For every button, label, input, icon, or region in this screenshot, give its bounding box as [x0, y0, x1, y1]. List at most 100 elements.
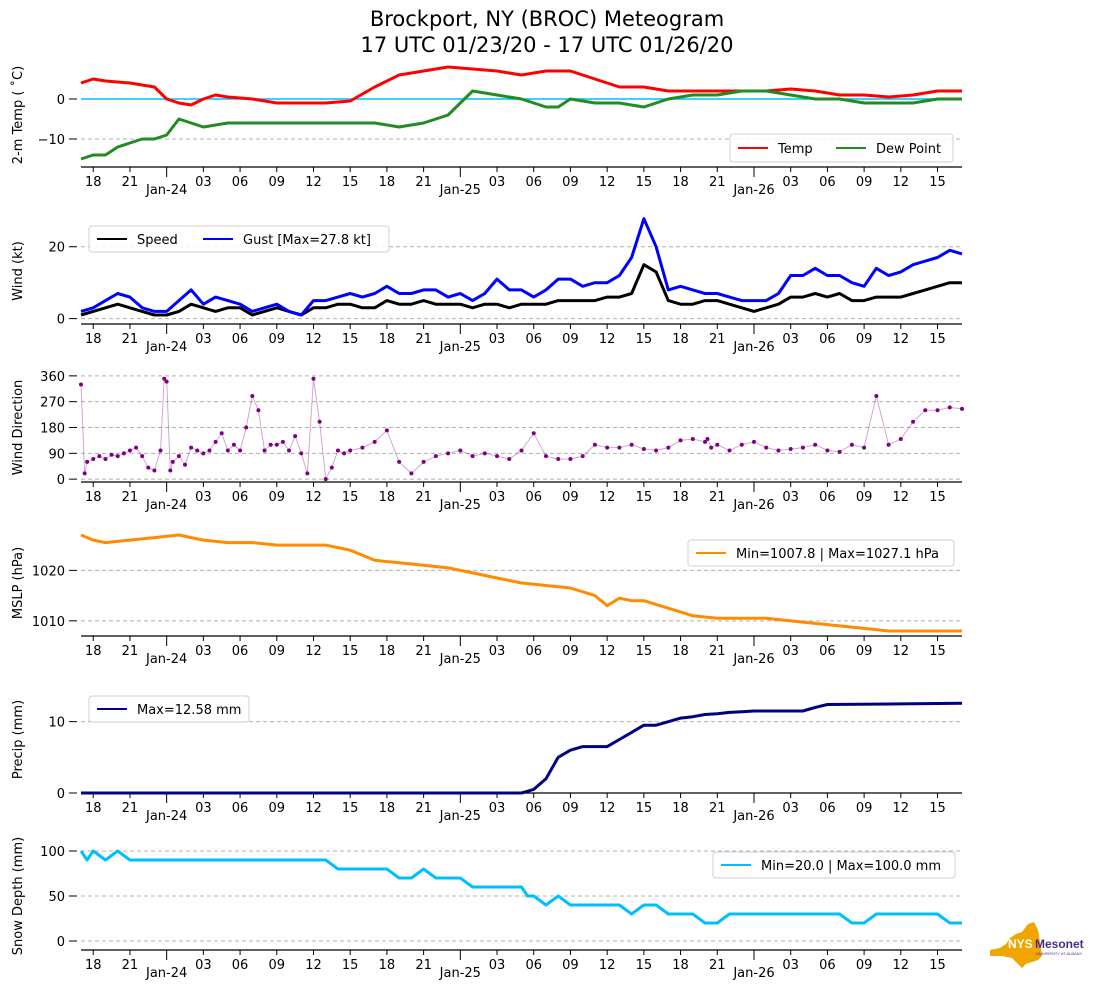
- y-tick-label: −10: [38, 133, 65, 148]
- x-tick-label: 12: [305, 175, 322, 190]
- x-tick-label: 12: [893, 332, 910, 347]
- data-point: [103, 457, 108, 462]
- x-tick-label: 09: [269, 958, 286, 973]
- x-tick-label: 18: [672, 644, 689, 659]
- x-tick-label: 18: [672, 175, 689, 190]
- x-tick-label: 12: [893, 175, 910, 190]
- y-axis-label: Snow Depth (mm): [11, 837, 26, 955]
- x-tick-label: 12: [599, 801, 616, 816]
- data-point: [250, 393, 255, 398]
- x-tick-label: 21: [122, 644, 139, 659]
- x-tick-label: 15: [636, 332, 653, 347]
- x-tick-label: 06: [819, 490, 836, 505]
- x-tick-label: 15: [342, 490, 359, 505]
- series-temp: [80, 65, 962, 107]
- data-point: [201, 451, 206, 456]
- data-point: [213, 439, 218, 444]
- data-point: [507, 457, 512, 462]
- x-tick-label: 12: [305, 801, 322, 816]
- legend-snow-depth: Min=20.0 | Max=100.0 mm: [712, 851, 956, 879]
- y-tick-label: 100: [40, 845, 65, 860]
- data-point: [207, 448, 212, 453]
- legend-wind: Speed Gust [Max=27.8 kt]: [88, 225, 390, 253]
- data-point: [495, 454, 500, 459]
- legend-label: Min=1007.8 | Max=1027.1 hPa: [736, 547, 939, 562]
- data-point: [91, 457, 96, 462]
- x-date-label: Jan-25: [439, 966, 481, 981]
- series-precip: [81, 701, 963, 795]
- y-axis-label: Precip (mm): [11, 700, 26, 779]
- x-tick-label: 06: [819, 958, 836, 973]
- legend-label: Temp: [777, 142, 813, 157]
- data-point: [482, 451, 487, 456]
- data-point: [519, 448, 524, 453]
- x-tick-label: 03: [782, 175, 799, 190]
- legend-box: [687, 539, 955, 567]
- y-tick-label: 20: [48, 241, 65, 256]
- data-point: [134, 445, 139, 450]
- x-tick-label: 21: [709, 801, 726, 816]
- data-point: [629, 442, 634, 447]
- x-tick-label: 15: [342, 801, 359, 816]
- x-tick-label: 03: [195, 801, 212, 816]
- x-tick-label: 09: [856, 490, 873, 505]
- x-tick-label: 09: [856, 958, 873, 973]
- x-tick-label: 15: [342, 175, 359, 190]
- data-point: [837, 449, 842, 454]
- x-tick-label: 15: [342, 958, 359, 973]
- x-tick-label: 18: [85, 490, 102, 505]
- x-tick-label: 15: [636, 490, 653, 505]
- data-point: [556, 457, 561, 462]
- x-tick-label: 18: [672, 958, 689, 973]
- x-tick-label: 09: [562, 958, 579, 973]
- y-tick-label: 0: [57, 935, 65, 950]
- x-tick-label: 03: [489, 175, 506, 190]
- panel-mslp: 18 21 03 06 09 12 15 18 21 03 06 09 12 15 18 21 03 06 09 12…: [11, 533, 962, 667]
- x-tick-label: 18: [379, 644, 396, 659]
- x-date-label: Jan-25: [439, 809, 481, 824]
- data-point: [268, 442, 273, 447]
- data-point: [152, 468, 157, 473]
- x-tick-label: 15: [929, 490, 946, 505]
- data-point: [727, 448, 732, 453]
- data-point: [82, 471, 87, 476]
- y-tick-label: 180: [40, 422, 65, 437]
- data-point: [127, 448, 132, 453]
- x-tick-label: 18: [85, 801, 102, 816]
- x-tick-label: 12: [305, 490, 322, 505]
- x-tick-label: 18: [379, 332, 396, 347]
- data-point: [97, 454, 102, 459]
- legend-temp: Temp Dew Point: [729, 133, 954, 163]
- x-tick-label: 03: [489, 644, 506, 659]
- x-tick-label: 15: [636, 644, 653, 659]
- x-tick-label: 03: [782, 958, 799, 973]
- data-point: [274, 442, 279, 447]
- x-date-label: Jan-25: [439, 340, 481, 355]
- panel-temp: 18 21 03 06 09 12 15 18 21 03 06 09 12 15 18 21 03 06 09 12…: [10, 65, 962, 198]
- x-tick-label: 15: [929, 332, 946, 347]
- legend-box: [88, 695, 250, 723]
- x-tick-label: 12: [305, 958, 322, 973]
- panel-wind: 18 21 03 06 09 12 15 18 21 03 06 09 12 15 18 21 03 06 09 12…: [11, 217, 963, 355]
- data-point: [531, 431, 536, 436]
- series-wind-direction-line: [80, 377, 963, 481]
- data-point: [176, 454, 181, 459]
- x-tick-label: 12: [599, 644, 616, 659]
- data-point: [776, 448, 781, 453]
- data-point: [580, 454, 585, 459]
- data-point: [85, 459, 90, 464]
- x-tick-label: 03: [782, 644, 799, 659]
- x-date-label: Jan-24: [145, 652, 187, 667]
- x-tick-label: 06: [525, 801, 542, 816]
- x-tick-label: 06: [232, 490, 249, 505]
- data-point: [293, 434, 298, 439]
- x-tick-label: 15: [929, 958, 946, 973]
- x-tick-label: 15: [342, 332, 359, 347]
- data-point: [874, 393, 879, 398]
- x-tick-label: 03: [195, 958, 212, 973]
- x-tick-label: 12: [599, 490, 616, 505]
- y-axis-label: Wind Direction: [11, 380, 26, 476]
- data-point: [409, 471, 414, 476]
- data-point: [886, 442, 891, 447]
- x-date-label: Jan-26: [732, 652, 774, 667]
